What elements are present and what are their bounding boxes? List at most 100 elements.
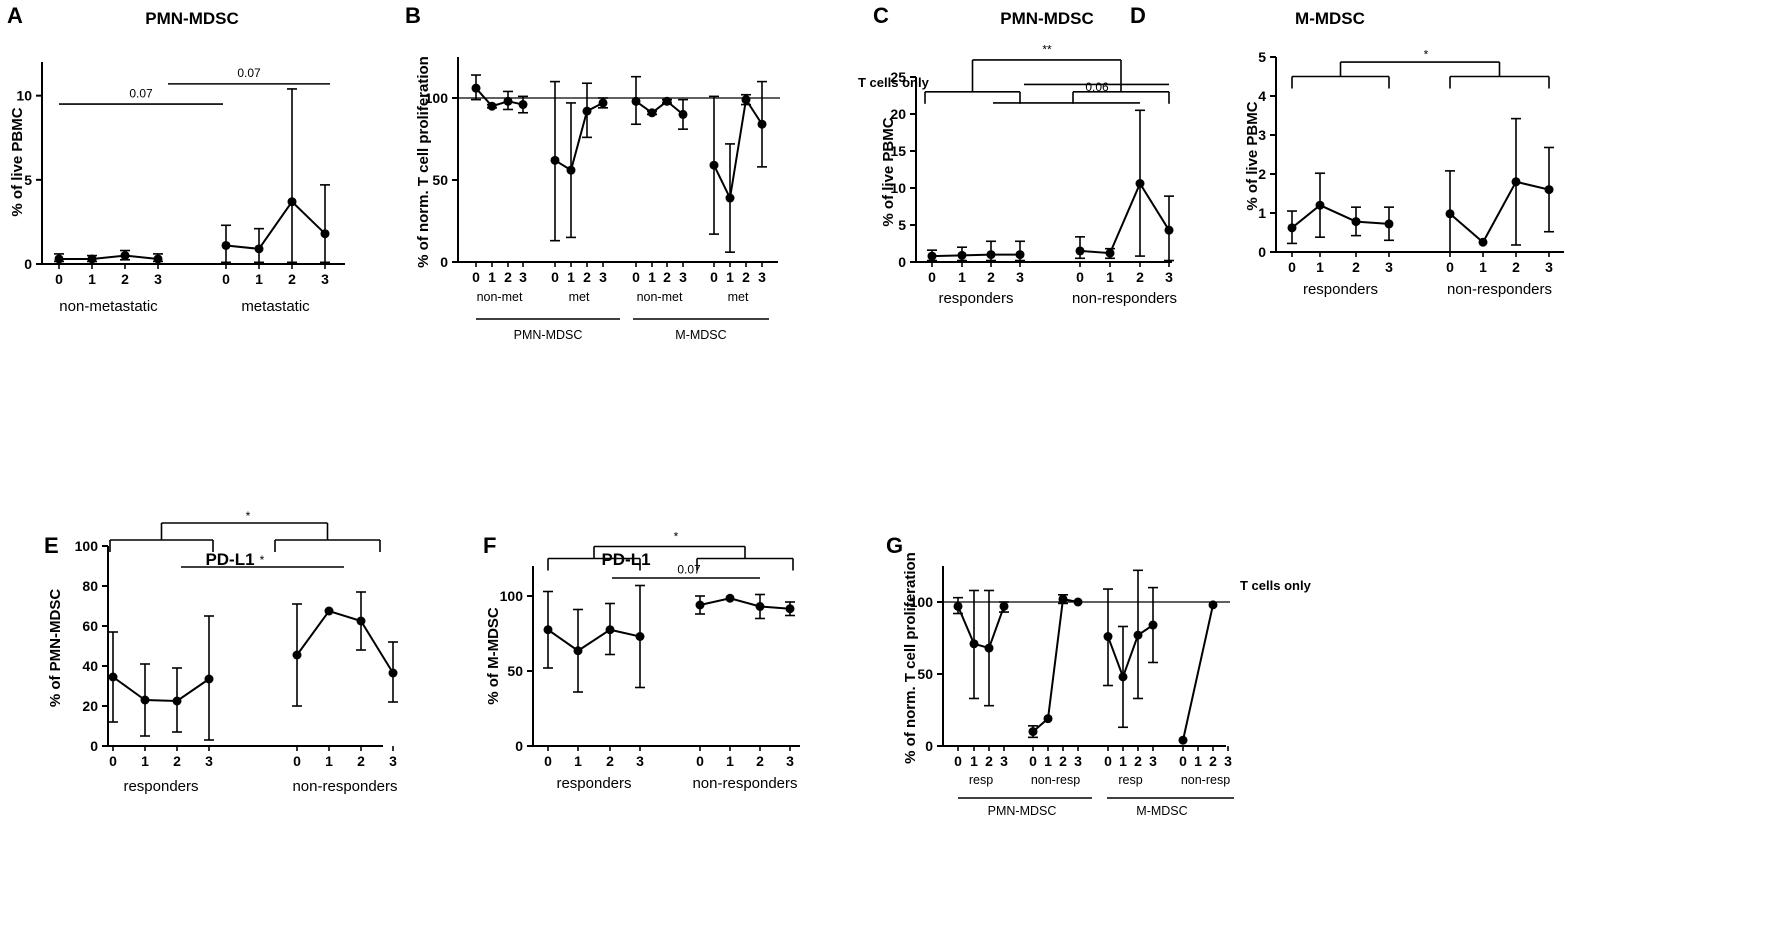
panel-title-D: M-MDSC bbox=[1295, 9, 1365, 28]
series-G-2: 0 1 2 3 resp bbox=[1103, 569, 1158, 787]
x-tick-label: 0 bbox=[293, 753, 301, 769]
series-line bbox=[225, 200, 326, 250]
data-point bbox=[287, 197, 297, 207]
x-tick-label: 2 bbox=[987, 269, 995, 285]
supergroup-label: PMN-MDSC bbox=[988, 804, 1057, 818]
panel-letter-F: F bbox=[483, 533, 496, 558]
x-tick-label: 0 bbox=[1179, 753, 1187, 769]
significance-label: 0.06 bbox=[1085, 80, 1109, 94]
group-label: non-responders bbox=[1447, 281, 1552, 298]
y-axis-label-B: % of norm. T cell proliferation bbox=[415, 56, 432, 268]
x-tick-label: 2 bbox=[1136, 269, 1144, 285]
data-point bbox=[986, 250, 996, 260]
data-point bbox=[598, 98, 608, 108]
series-line bbox=[554, 102, 604, 172]
y-tick-label-G: 100 bbox=[910, 594, 934, 610]
series-line bbox=[713, 96, 763, 202]
x-tick-label: 1 bbox=[255, 271, 263, 287]
data-point bbox=[1287, 223, 1297, 233]
x-tick-label: 1 bbox=[488, 269, 496, 285]
data-point bbox=[292, 650, 302, 660]
group-label: non-resp bbox=[1181, 773, 1230, 787]
data-point bbox=[1118, 672, 1128, 682]
x-tick-label: 3 bbox=[758, 269, 766, 285]
data-point bbox=[695, 600, 705, 610]
y-tick-label-C: 5 bbox=[898, 217, 906, 233]
x-tick-label: 2 bbox=[606, 753, 614, 769]
data-point bbox=[741, 95, 751, 105]
x-tick-label: 3 bbox=[1224, 753, 1232, 769]
data-point bbox=[140, 695, 150, 705]
y-axis-label-A: % of live PBMC bbox=[9, 107, 26, 216]
x-tick-label: 3 bbox=[1545, 259, 1553, 275]
y-axis-label-D: % of live PBMC bbox=[1244, 101, 1261, 210]
group-label: non-metastatic bbox=[59, 298, 158, 315]
group-label: met bbox=[728, 290, 749, 304]
data-point bbox=[785, 604, 795, 614]
y-tick-label-D: 2 bbox=[1258, 166, 1266, 182]
x-tick-label: 1 bbox=[141, 753, 149, 769]
data-point bbox=[725, 593, 735, 603]
x-tick-label: 3 bbox=[1016, 269, 1024, 285]
y-tick-label-E: 20 bbox=[82, 698, 98, 714]
x-tick-label: 1 bbox=[726, 753, 734, 769]
data-point bbox=[984, 643, 994, 653]
data-point bbox=[204, 674, 214, 684]
data-point bbox=[969, 639, 979, 649]
series-F-1: 0 1 2 3 non-responders bbox=[692, 593, 798, 792]
data-point bbox=[1351, 217, 1361, 227]
x-tick-label: 0 bbox=[544, 753, 552, 769]
y-tick-label-F: 100 bbox=[500, 588, 524, 604]
data-point bbox=[678, 109, 688, 119]
x-tick-label: 3 bbox=[1074, 753, 1082, 769]
series-D-0: 0 1 2 3 responders bbox=[1287, 172, 1394, 298]
x-tick-label: 3 bbox=[321, 271, 329, 287]
panel-letter-D: D bbox=[1130, 3, 1146, 28]
series-C-1: 0 1 2 3 non-responders bbox=[1072, 109, 1177, 307]
series-line bbox=[699, 597, 791, 610]
data-point bbox=[503, 96, 513, 106]
y-axis-label-F: % of M-MDSC bbox=[485, 607, 502, 705]
y-axis-label-G: % of norm. T cell proliferation bbox=[902, 552, 919, 764]
x-tick-label: 2 bbox=[756, 753, 764, 769]
series-line bbox=[1032, 597, 1079, 733]
x-tick-label: 3 bbox=[205, 753, 213, 769]
series-line bbox=[1107, 624, 1154, 680]
data-point bbox=[927, 251, 937, 261]
x-tick-label: 0 bbox=[1104, 753, 1112, 769]
data-point bbox=[153, 254, 163, 264]
x-tick-label: 3 bbox=[679, 269, 687, 285]
panel-B: B% of norm. T cell proliferation 050100T … bbox=[405, 3, 930, 342]
significance-label: 0.07 bbox=[677, 563, 701, 577]
data-point bbox=[647, 108, 657, 118]
x-tick-label: 1 bbox=[958, 269, 966, 285]
data-point bbox=[1511, 177, 1521, 187]
panel-letter-A: A bbox=[7, 3, 23, 28]
x-tick-label: 2 bbox=[1134, 753, 1142, 769]
panel-title-A: PMN-MDSC bbox=[145, 9, 239, 28]
significance-label: 0.07 bbox=[237, 66, 261, 80]
data-point bbox=[1103, 632, 1113, 642]
x-tick-label: 2 bbox=[357, 753, 365, 769]
group-label: non-met bbox=[477, 290, 523, 304]
data-point bbox=[1478, 237, 1488, 247]
data-point bbox=[120, 251, 130, 261]
group-label: responders bbox=[123, 778, 198, 795]
supergroup-label: M-MDSC bbox=[1136, 804, 1187, 818]
series-line bbox=[112, 676, 210, 703]
y-tick-label-E: 40 bbox=[82, 658, 98, 674]
y-tick-label-D: 5 bbox=[1258, 49, 1266, 65]
x-tick-label: 2 bbox=[663, 269, 671, 285]
x-tick-label: 3 bbox=[1149, 753, 1157, 769]
series-line bbox=[475, 87, 524, 108]
series-G-0: 0 1 2 3 resp bbox=[953, 589, 1009, 787]
significance-label: * bbox=[260, 553, 265, 567]
x-tick-label: 2 bbox=[583, 269, 591, 285]
data-point bbox=[1058, 594, 1068, 604]
x-tick-label: 3 bbox=[154, 271, 162, 287]
y-tick-label-A: 10 bbox=[16, 88, 32, 104]
panel-letter-G: G bbox=[886, 533, 903, 558]
